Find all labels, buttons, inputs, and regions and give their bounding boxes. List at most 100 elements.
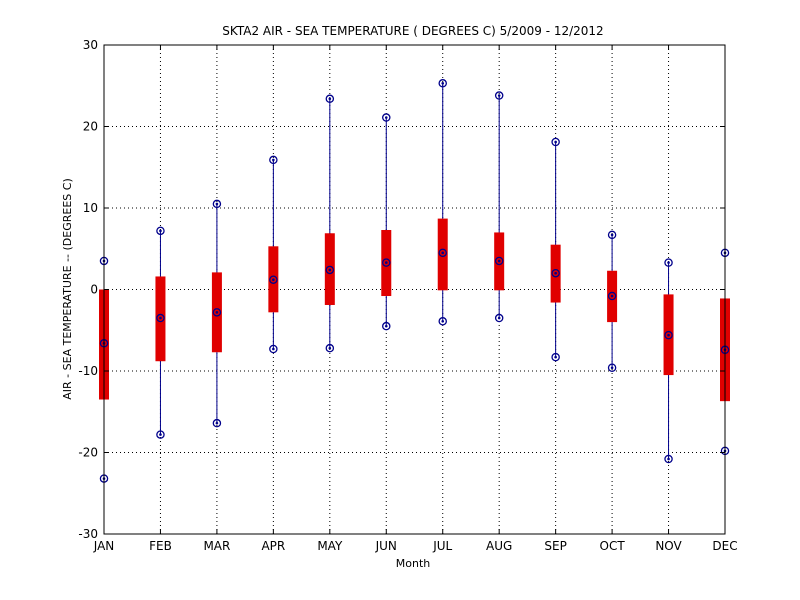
y-tick-label: -30: [78, 527, 98, 541]
marker-ring: [382, 113, 391, 122]
median-marker-apr: [269, 275, 278, 284]
marker-ring: [551, 352, 560, 362]
marker-ring: [269, 344, 278, 354]
marker-dot: [328, 268, 332, 272]
axes: -30 -20 -10 0 10 20 30 JAN FEB MAR APR MAY JUN JUL AUG…: [78, 38, 737, 553]
x-axis-label: Month: [396, 557, 431, 570]
y-tick-label: -20: [78, 446, 98, 460]
marker-dot: [272, 158, 275, 162]
marker-ring: [212, 418, 222, 428]
median-marker-nov: [664, 330, 673, 340]
marker-ring: [212, 199, 222, 209]
marker-dot: [215, 311, 219, 314]
marker-ring: [269, 275, 278, 284]
x-tick-label-nov: NOV: [655, 539, 682, 553]
marker-dot: [384, 324, 388, 328]
whisker-low-marker-oct: [607, 363, 617, 372]
marker-dot: [215, 421, 219, 425]
median-marker-mar: [212, 308, 222, 317]
whisker-low-marker-sep: [551, 352, 560, 362]
x-tick-label-may: MAY: [317, 539, 343, 553]
x-tick-label-jan: JAN: [93, 539, 115, 553]
marker-ring: [494, 313, 504, 323]
marker-dot: [667, 333, 670, 337]
box-jul: [437, 218, 448, 291]
y-tick-label: 10: [83, 201, 98, 215]
marker-ring: [269, 155, 278, 165]
x-tick-label-jun: JUN: [375, 539, 397, 553]
whisker-low-marker-apr: [269, 344, 278, 354]
marker-dot: [272, 278, 275, 282]
marker-ring: [607, 363, 617, 372]
marker-ring: [438, 317, 447, 326]
marker-dot: [384, 261, 388, 264]
marker-dot: [497, 316, 501, 320]
x-tick-label-sep: SEP: [544, 539, 566, 553]
marker-dot: [328, 97, 332, 101]
median-marker-aug: [494, 256, 504, 266]
x-tick-label-aug: AUG: [486, 539, 512, 553]
marker-ring: [382, 321, 391, 331]
whisker-high-marker-mar: [212, 199, 222, 209]
marker-ring: [438, 248, 447, 258]
whisker-high-marker-jul: [438, 79, 447, 88]
median-marker-jul: [438, 248, 447, 258]
marker-ring: [551, 268, 560, 278]
whisker-high-marker-may: [325, 94, 335, 104]
marker-dot: [159, 229, 162, 233]
grid-lines: [103, 44, 726, 535]
x-tick-label-feb: FEB: [149, 539, 172, 553]
marker-dot: [667, 457, 670, 461]
whisker-low-marker-feb: [156, 430, 165, 439]
marker-dot: [610, 233, 614, 237]
marker-ring: [325, 265, 335, 275]
whisker-low-marker-aug: [494, 313, 504, 323]
marker-ring: [212, 308, 222, 317]
plot-area: [99, 79, 730, 483]
whisker-low-marker-nov: [664, 454, 673, 464]
marker-ring: [664, 330, 673, 340]
median-marker-oct: [607, 291, 617, 301]
marker-ring: [438, 79, 447, 88]
marker-dot: [159, 433, 162, 436]
whisker-low-marker-may: [325, 343, 335, 353]
marker-ring: [664, 258, 673, 267]
marker-ring: [664, 454, 673, 464]
y-axis-label: AIR - SEA TEMPERATURE -- (DEGREES C): [61, 178, 74, 399]
marker-dot: [384, 116, 388, 119]
whisker-low-marker-jul: [438, 317, 447, 326]
marker-ring: [607, 230, 617, 240]
whisker-high-marker-aug: [494, 91, 504, 100]
marker-dot: [554, 140, 557, 144]
x-tick-label-oct: OCT: [600, 539, 626, 553]
chart-title: SKTA2 AIR - SEA TEMPERATURE ( DEGREES C)…: [222, 24, 603, 38]
marker-ring: [325, 343, 335, 353]
y-tick-label: -10: [78, 364, 98, 378]
marker-dot: [159, 316, 162, 320]
marker-dot: [441, 82, 445, 85]
whisker-high-marker-sep: [551, 137, 560, 147]
x-tick-label-dec: DEC: [712, 539, 737, 553]
marker-dot: [441, 251, 445, 255]
whisker-high-marker-feb: [156, 226, 165, 236]
marker-dot: [554, 271, 557, 275]
marker-dot: [441, 319, 445, 323]
whisker-low-marker-jun: [382, 321, 391, 331]
marker-ring: [156, 313, 165, 323]
marker-ring: [607, 291, 617, 301]
x-tick-label-mar: MAR: [203, 539, 230, 553]
whisker-high-marker-apr: [269, 155, 278, 165]
marker-ring: [551, 137, 560, 147]
axes-frame: [103, 44, 726, 535]
marker-dot: [215, 202, 219, 206]
marker-ring: [156, 430, 165, 439]
marker-dot: [272, 347, 275, 351]
whisker-high-marker-nov: [664, 258, 673, 267]
y-tick-label: 30: [83, 38, 98, 52]
marker-ring: [382, 258, 391, 267]
median-marker-sep: [551, 268, 560, 278]
marker-ring: [494, 256, 504, 266]
x-tick-label-apr: APR: [261, 539, 285, 553]
marker-dot: [497, 94, 501, 97]
